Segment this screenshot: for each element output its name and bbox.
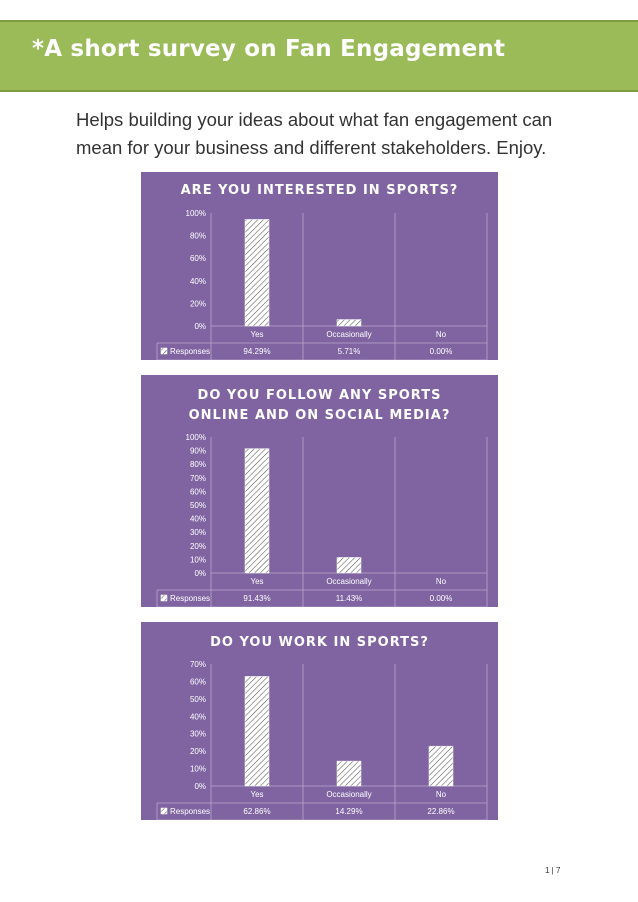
data-label: 0.00% <box>430 594 453 603</box>
y-tick-label: 90% <box>190 447 206 456</box>
chart-title: ARE YOU INTERESTED IN SPORTS? <box>181 183 459 198</box>
chart-title: DO YOU FOLLOW ANY SPORTS <box>198 388 442 403</box>
legend-swatch <box>160 807 168 815</box>
data-label: 91.43% <box>243 594 270 603</box>
legend-label: Responses <box>170 594 210 603</box>
intro-paragraph: Helps building your ideas about what fan… <box>76 109 553 158</box>
data-label: 0.00% <box>430 347 453 356</box>
y-tick-label: 80% <box>190 460 206 469</box>
y-tick-label: 100% <box>186 209 206 218</box>
y-tick-label: 60% <box>190 487 206 496</box>
chart-work-in-sports: DO YOU WORK IN SPORTS? 0% 10% 20% 30% 40% 50% 6… <box>141 622 498 820</box>
data-label: 5.71% <box>338 347 361 356</box>
y-tick-label: 20% <box>190 542 206 551</box>
y-tick-label: 70% <box>190 474 206 483</box>
data-label: 22.86% <box>427 807 454 816</box>
page-title: *A short survey on Fan Engagement <box>32 36 506 62</box>
chart-svg: DO YOU WORK IN SPORTS? 0% 10% 20% 30% 40% 50% 6… <box>156 635 488 820</box>
chart-interested-in-sports: ARE YOU INTERESTED IN SPORTS? 0% 20% 40% 60%… <box>141 172 498 360</box>
y-tick-label: 0% <box>194 569 206 578</box>
category-label: No <box>436 790 447 799</box>
y-tick-label: 30% <box>190 528 206 537</box>
chart-follow-sports-online: DO YOU FOLLOW ANY SPORTS ONLINE AND ON SO… <box>141 375 498 607</box>
category-label: Occasionally <box>326 577 371 586</box>
title-banner: *A short survey on Fan Engagement <box>0 20 638 92</box>
y-tick-label: 20% <box>190 747 206 756</box>
y-tick-label: 40% <box>190 277 206 286</box>
category-label: Yes <box>250 330 263 339</box>
category-label: No <box>436 330 447 339</box>
y-tick-label: 20% <box>190 299 206 308</box>
y-tick-label: 0% <box>194 322 206 331</box>
data-label: 94.29% <box>243 347 270 356</box>
legend-swatch <box>160 594 168 602</box>
bar-yes <box>244 219 270 327</box>
category-label: Occasionally <box>326 330 371 339</box>
category-label: Occasionally <box>326 790 371 799</box>
legend-label: Responses <box>170 347 210 356</box>
bar-yes <box>244 676 270 787</box>
y-tick-label: 100% <box>186 433 206 442</box>
y-tick-label: 0% <box>194 782 206 791</box>
bar-occasionally <box>336 557 362 574</box>
y-tick-label: 30% <box>190 730 206 739</box>
data-label: 62.86% <box>243 807 270 816</box>
chart-svg: ARE YOU INTERESTED IN SPORTS? 0% 20% 40% 60%… <box>156 183 488 360</box>
chart-svg: DO YOU FOLLOW ANY SPORTS ONLINE AND ON SO… <box>156 388 488 607</box>
chart-title: ONLINE AND ON SOCIAL MEDIA? <box>189 408 451 423</box>
y-tick-label: 10% <box>190 555 206 564</box>
bar-occasionally <box>336 760 362 787</box>
legend-swatch <box>160 347 168 355</box>
y-tick-label: 60% <box>190 254 206 263</box>
y-tick-label: 50% <box>190 501 206 510</box>
page-number: 1 | 7 <box>545 866 561 875</box>
y-tick-label: 40% <box>190 712 206 721</box>
y-tick-label: 60% <box>190 677 206 686</box>
chart-title: DO YOU WORK IN SPORTS? <box>210 635 429 650</box>
category-label: Yes <box>250 790 263 799</box>
category-label: Yes <box>250 577 263 586</box>
legend-label: Responses <box>170 807 210 816</box>
bar-no <box>428 745 454 787</box>
data-label: 11.43% <box>336 594 363 603</box>
y-tick-label: 80% <box>190 232 206 241</box>
bar-occasionally <box>336 319 362 327</box>
category-label: No <box>436 577 447 586</box>
y-tick-label: 50% <box>190 695 206 704</box>
y-tick-label: 10% <box>190 765 206 774</box>
y-tick-label: 40% <box>190 515 206 524</box>
data-label: 14.29% <box>335 807 362 816</box>
y-tick-label: 70% <box>190 660 206 669</box>
bar-yes <box>244 448 270 574</box>
